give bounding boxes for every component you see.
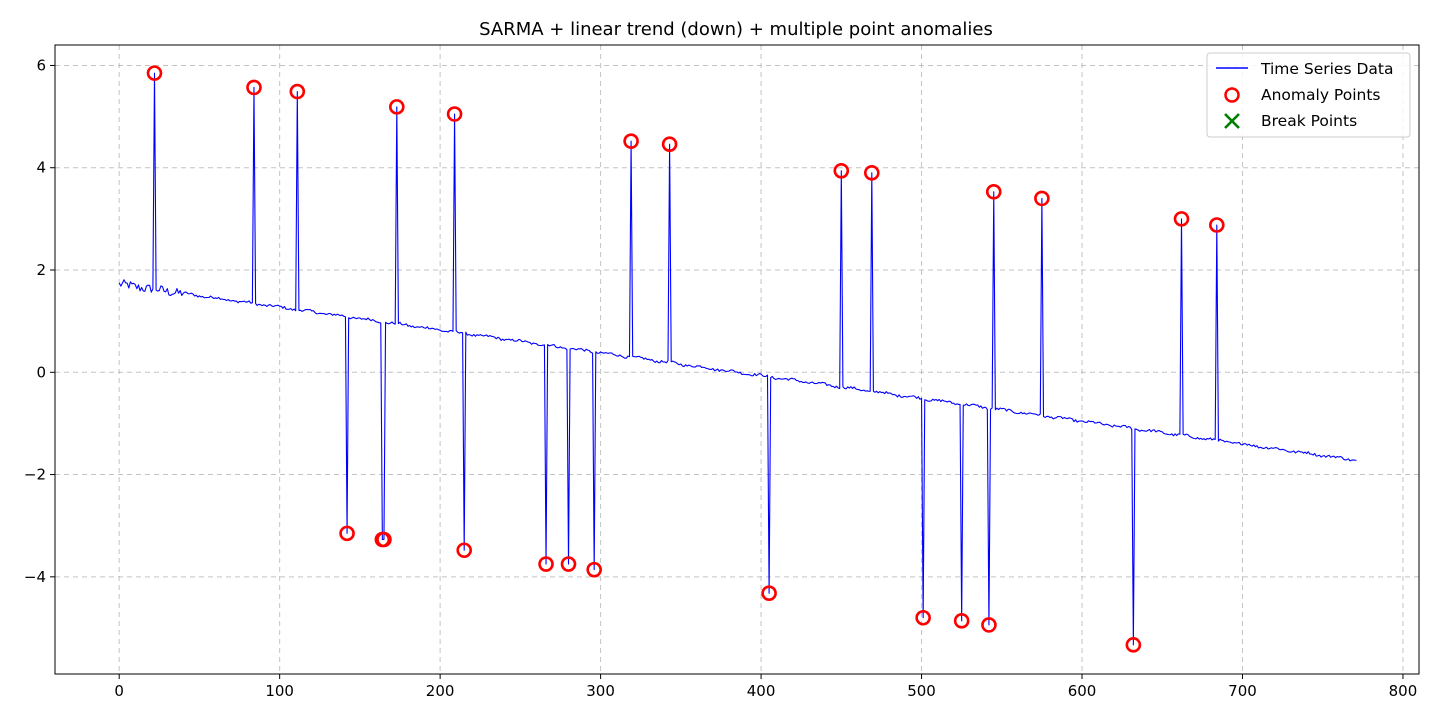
anomaly-point (761, 585, 777, 602)
y-tick-label: −2 (24, 466, 46, 484)
anomaly-markers (146, 65, 1225, 653)
anomaly-point (953, 613, 970, 629)
legend-label-anomalies: Anomaly Points (1261, 86, 1380, 104)
x-tick-label: 800 (1389, 682, 1418, 700)
x-tick-label: 200 (426, 682, 455, 700)
anomaly-point (339, 525, 355, 542)
y-tick-label: −4 (24, 568, 46, 586)
x-tick-label: 600 (1068, 682, 1097, 700)
anomaly-point (246, 79, 262, 96)
y-tick-label: 2 (36, 261, 46, 279)
legend-box (1206, 52, 1411, 138)
x-tick-label: 100 (265, 682, 294, 700)
anomaly-point (1125, 637, 1142, 653)
time-series-line (118, 72, 1357, 646)
legend-break-marker (1224, 113, 1240, 129)
legend: Time Series Data Anomaly Points Break Po… (1206, 52, 1411, 138)
y-tick-label: 0 (36, 363, 46, 381)
plot-frame (54, 44, 1420, 675)
legend-label-series: Time Series Data (1260, 60, 1393, 78)
legend-anomaly-marker (1224, 87, 1240, 103)
anomaly-point (376, 531, 392, 548)
anomaly-point (146, 65, 163, 81)
anomaly-point (538, 556, 554, 572)
anomaly-point (1034, 190, 1050, 207)
anomaly-point (560, 556, 577, 572)
x-tick-label: 700 (1228, 682, 1257, 700)
anomaly-point (623, 133, 639, 149)
anomaly-point (586, 561, 602, 578)
x-tick-label: 0 (114, 682, 124, 700)
anomaly-point (456, 542, 473, 559)
anomaly-point (1173, 211, 1190, 227)
anomaly-point (915, 609, 931, 626)
chart-title: SARMA + linear trend (down) + multiple p… (479, 19, 993, 40)
anomaly-point (985, 183, 1002, 200)
legend-label-breaks: Break Points (1261, 112, 1357, 130)
y-tick-label: 4 (36, 159, 46, 177)
anomaly-point (446, 106, 463, 122)
anomaly-point (661, 136, 678, 153)
x-tick-label: 500 (907, 682, 936, 700)
anomaly-point (289, 83, 306, 100)
x-tick-label: 400 (747, 682, 776, 700)
y-tick-label: 6 (36, 56, 46, 74)
anomaly-point (389, 99, 405, 115)
anomaly-point (1209, 217, 1225, 233)
series-layer (118, 72, 1357, 646)
anomaly-point (833, 163, 850, 179)
anomaly-point (981, 617, 997, 633)
axes: 0 100 200 300 400 500 600 700 800 −4 −2 0 2 4 6 (24, 56, 1417, 700)
anomaly-point (863, 165, 880, 181)
x-tick-label: 300 (586, 682, 615, 700)
